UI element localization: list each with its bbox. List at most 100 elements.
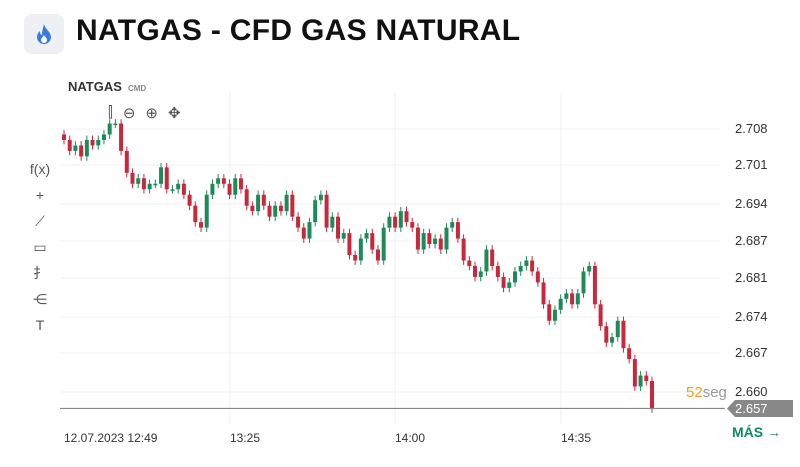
symbol-label: NATGAS CMD: [68, 79, 146, 94]
y-tick: 2.701: [735, 157, 768, 172]
timer-value: 52: [686, 384, 703, 401]
candle-body: [278, 205, 283, 212]
candle-body: [615, 320, 620, 338]
candle-body: [284, 194, 289, 212]
candle-body: [296, 216, 301, 228]
candle-body: [124, 150, 129, 173]
candle-body: [404, 211, 409, 223]
candle-body: [507, 282, 512, 288]
candle-body: [141, 178, 146, 190]
candle-body: [113, 123, 118, 126]
pan-icon[interactable]: ✥: [167, 105, 181, 122]
candle-body: [433, 238, 438, 245]
candle-body: [170, 189, 175, 191]
candle-body: [62, 134, 66, 140]
candle-body: [427, 233, 432, 245]
x-tick: 12.07.2023 12:49: [64, 431, 158, 445]
candle-body: [535, 271, 540, 283]
candle-body: [204, 194, 209, 228]
crosshair-icon[interactable]: +: [35, 187, 45, 203]
candle-body: [570, 293, 575, 305]
candle-body: [176, 183, 181, 190]
candle-body: [393, 216, 398, 228]
candle-body: [336, 216, 341, 239]
candle-body: [592, 265, 597, 305]
y-tick: 2.674: [735, 309, 768, 324]
fibonacci-icon[interactable]: ⺘: [33, 265, 47, 281]
candle-body: [364, 233, 369, 239]
candle-body: [547, 304, 552, 321]
candle-timer: 52seg: [686, 384, 727, 401]
candle-body: [130, 172, 135, 184]
candle-body: [290, 194, 295, 217]
candle-body: [627, 348, 632, 360]
candle-body: [358, 238, 363, 261]
candle-body: [490, 249, 495, 266]
candle-body: [501, 276, 506, 288]
candle-body: [581, 271, 586, 294]
candle-body: [541, 282, 546, 305]
candle-body: [650, 381, 654, 409]
candle-body: [587, 265, 592, 272]
candle-body: [387, 216, 392, 228]
text-icon[interactable]: T: [35, 317, 45, 333]
candle-body: [210, 183, 215, 195]
candle-body: [524, 260, 529, 266]
candle-body: [484, 249, 489, 272]
candle-body: [552, 309, 557, 321]
candle-body: [79, 145, 84, 157]
y-tick: 2.708: [735, 121, 768, 136]
candle-body: [421, 233, 426, 250]
candle-body: [313, 200, 318, 223]
zoom-toolbar: ⫿ ⊖ ⊕ ✥: [108, 104, 181, 122]
candle-body: [438, 238, 443, 250]
candle-body: [530, 260, 535, 272]
candle-body: [375, 249, 380, 261]
candle-body: [518, 265, 523, 272]
candle-body: [267, 205, 272, 217]
candle-body: [604, 326, 609, 343]
candle-body: [330, 216, 335, 228]
candle-body: [410, 222, 415, 228]
zoom-out-icon[interactable]: ⊖: [122, 105, 136, 122]
zoom-in-icon[interactable]: ⊕: [145, 105, 158, 122]
y-tick: 2.694: [735, 196, 768, 211]
candle-body: [199, 222, 204, 228]
candle-body: [119, 123, 124, 151]
candle-body: [84, 139, 89, 157]
candle-body: [450, 222, 455, 228]
candle-body: [193, 205, 198, 223]
candle-body: [444, 227, 449, 250]
function-icon[interactable]: f(x): [29, 161, 51, 177]
symbol-name: NATGAS: [68, 79, 122, 94]
x-tick: 14:00: [395, 431, 426, 445]
candles-icon[interactable]: ⫿: [108, 104, 113, 121]
candle-body: [318, 194, 323, 201]
candle-body: [73, 145, 78, 151]
rectangle-icon[interactable]: ▭: [33, 239, 47, 255]
candle-body: [90, 139, 95, 146]
current-price-tag: 2.657: [727, 400, 793, 417]
x-tick: 14:35: [561, 431, 592, 445]
candle-body: [67, 139, 72, 151]
candle-body: [233, 178, 238, 195]
candle-body: [381, 227, 386, 261]
y-tick: 2.667: [735, 345, 768, 360]
candle-body: [610, 337, 615, 343]
candle-body: [181, 183, 186, 195]
candle-body: [153, 183, 158, 186]
more-link[interactable]: MÁS →: [732, 424, 781, 440]
candle-body: [221, 178, 226, 184]
candle-body: [638, 375, 643, 387]
candle-body: [250, 205, 255, 212]
candle-body: [558, 298, 563, 310]
drawing-toolbar: f(x) + ⟋ ▭ ⺘ ⋲ T: [28, 160, 52, 334]
candle-body: [473, 265, 478, 277]
candle-body: [136, 178, 141, 184]
pitchfork-icon[interactable]: ⋲: [33, 291, 47, 307]
candle-body: [341, 233, 346, 239]
candle-body: [467, 260, 472, 266]
candle-body: [512, 271, 517, 283]
line-icon[interactable]: ⟋: [35, 213, 45, 229]
